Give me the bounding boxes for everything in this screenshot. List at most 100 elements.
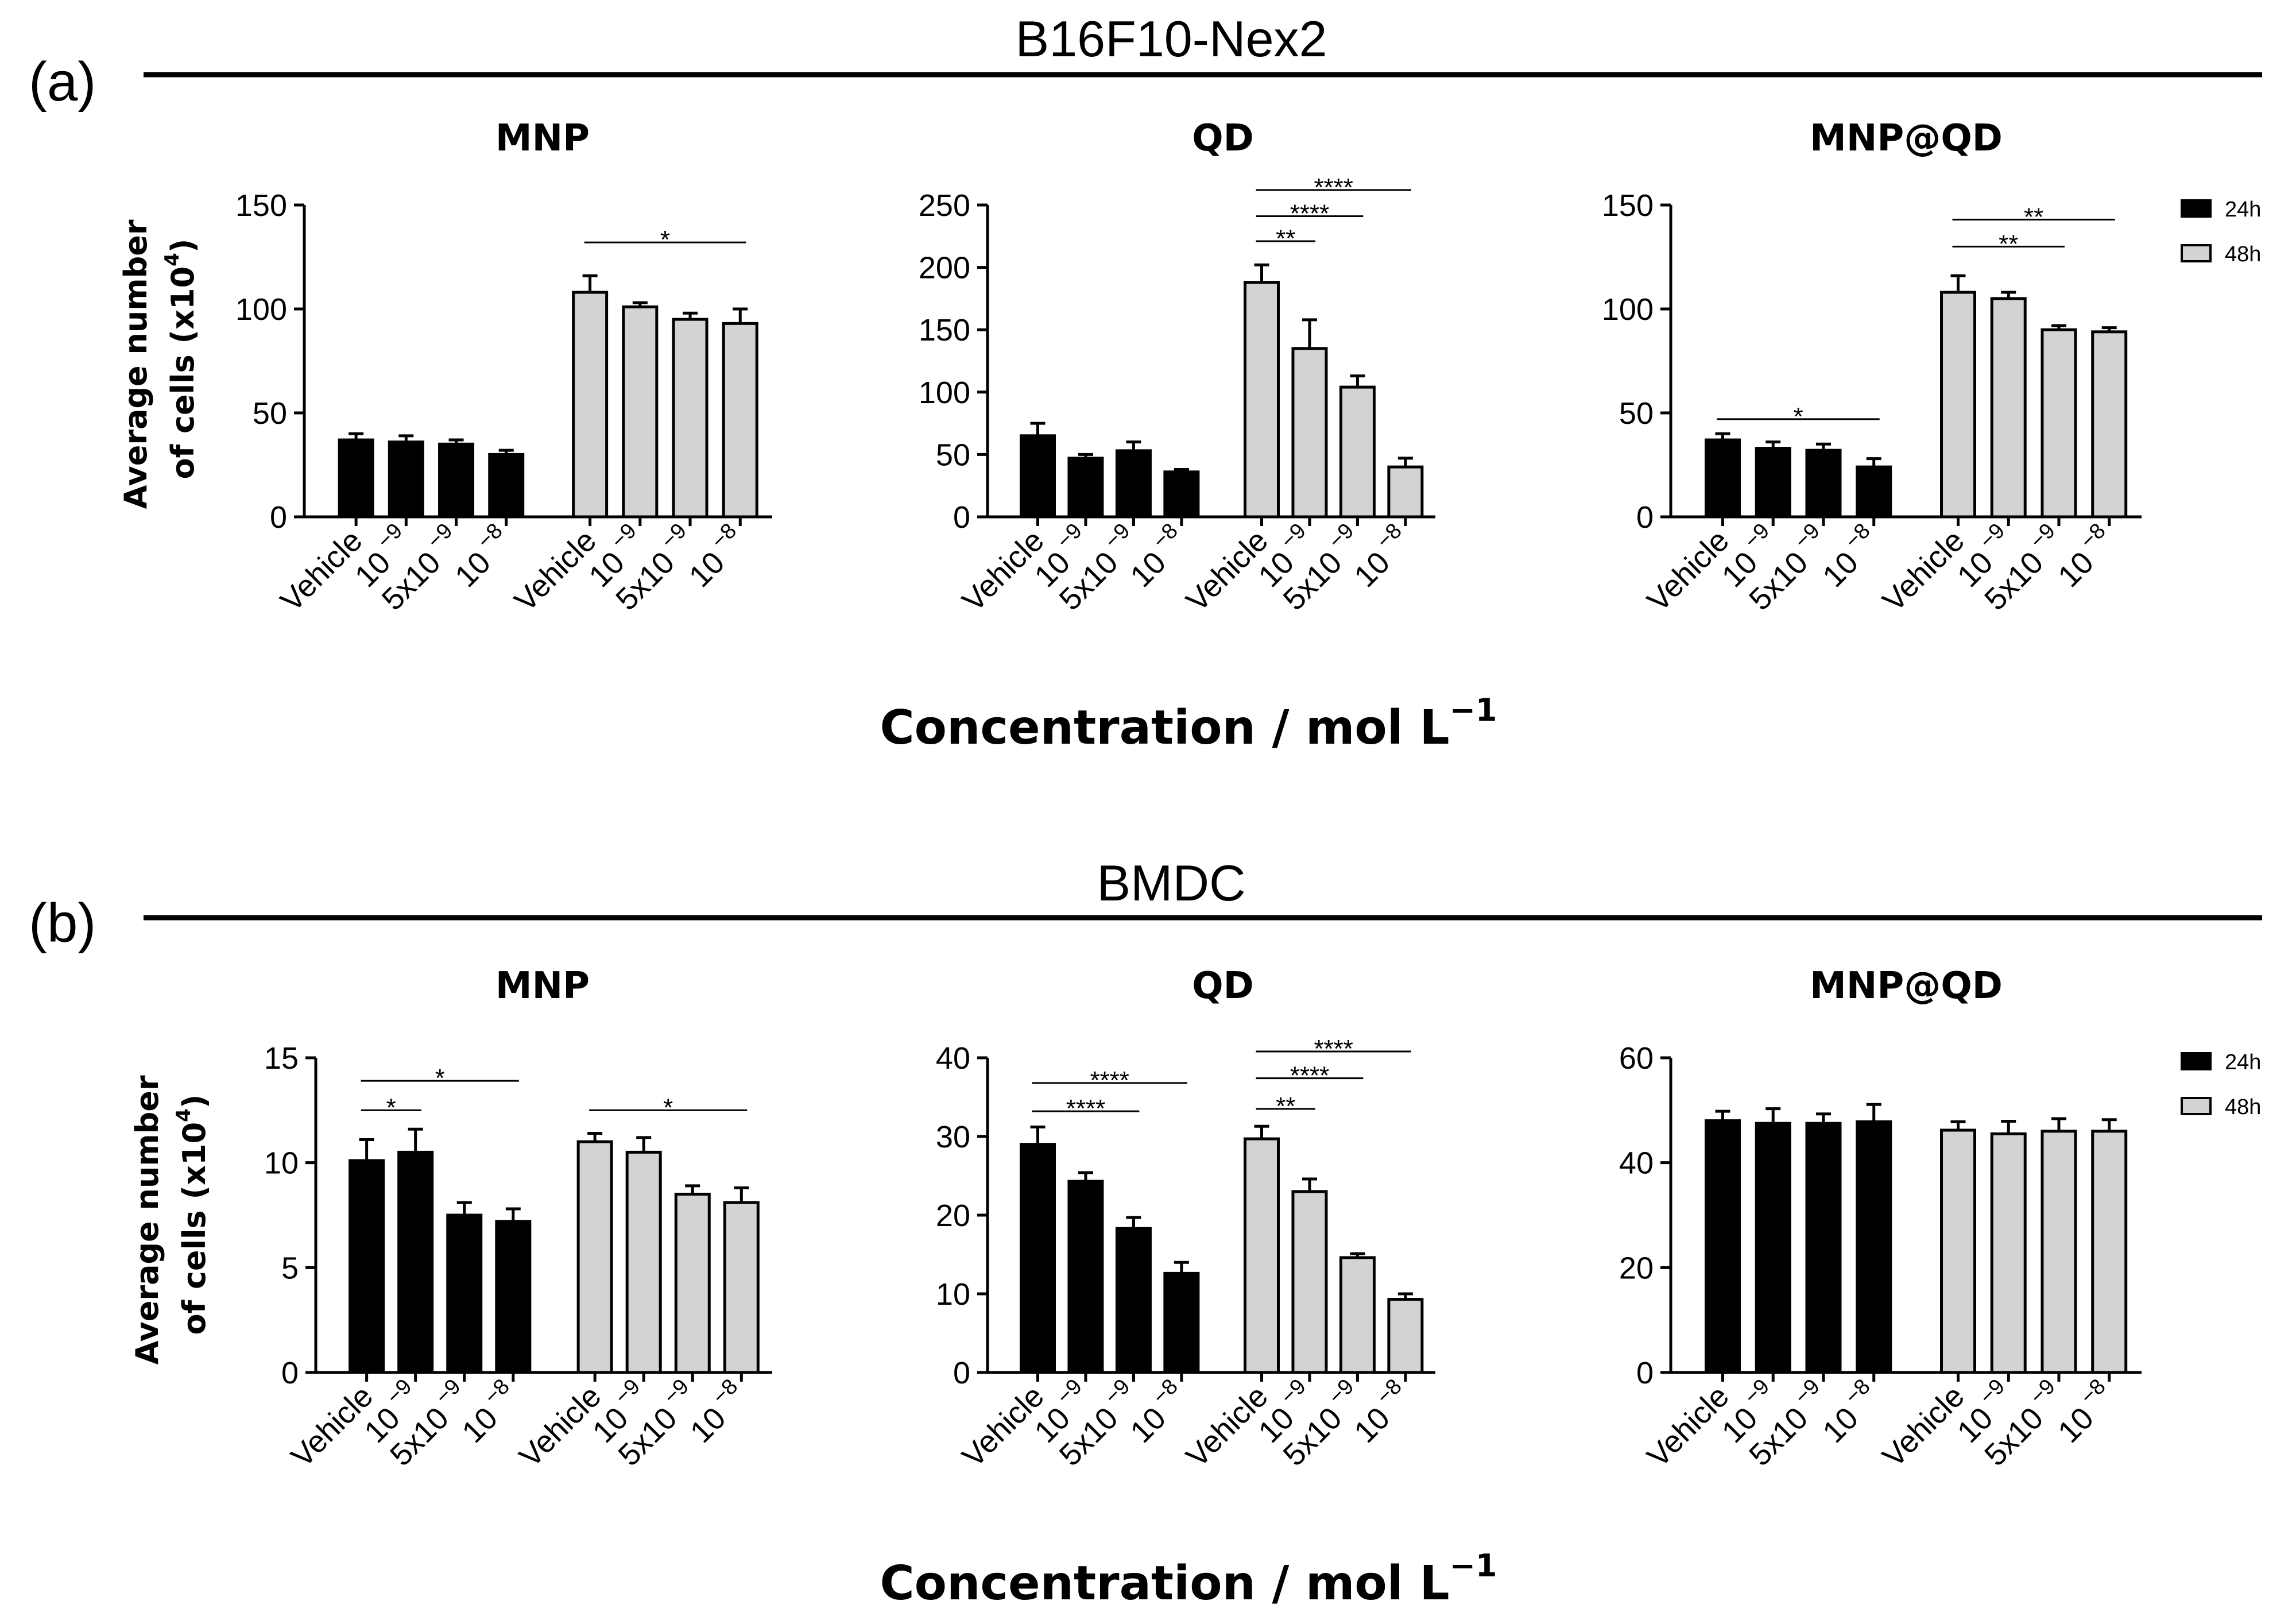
significance-label: * [435, 1064, 445, 1092]
section-a-ylabel-close: ) [165, 238, 201, 253]
bar-24h-1 [1067, 457, 1104, 519]
bar-24h-1 [388, 440, 424, 519]
section-b-ylabel-line2: of cells (x10 [176, 1122, 212, 1335]
y-tick-label: 100 [919, 376, 970, 410]
category-label: 10 −8 [451, 1374, 526, 1449]
y-tick-label: 150 [235, 188, 287, 223]
y-tick-label: 200 [919, 251, 970, 285]
section-b-xlabel: Concentration / mol L−1 [880, 1548, 1497, 1611]
section-a-ylabel: Average number of cells (x104) [118, 209, 201, 509]
bar-48h-1 [625, 1150, 662, 1374]
legend-swatch-24h [2181, 1052, 2212, 1070]
bar-48h-0 [1244, 1137, 1280, 1374]
bar-48h-0 [576, 1140, 613, 1374]
y-tick-label: 15 [264, 1041, 299, 1076]
bar-48h-1 [1990, 1132, 2027, 1374]
bar-24h-2 [438, 442, 475, 519]
bar-24h-1 [397, 1150, 434, 1374]
section-a-ylabel-line1: Average number [118, 219, 154, 509]
bar-48h-0 [1940, 1128, 1976, 1374]
chart-title: QD [1192, 117, 1254, 160]
section-a-title: B16F10-Nex2 [1016, 10, 1327, 67]
bar-48h-2 [2041, 1130, 2077, 1374]
significance-label: **** [1090, 1066, 1129, 1095]
bar-48h-3 [722, 322, 758, 519]
y-tick-label: 100 [1602, 292, 1654, 327]
y-tick-label: 0 [953, 500, 970, 535]
chart-title: QD [1192, 965, 1254, 1007]
category-label: 10 −8 [1120, 519, 1195, 594]
significance-label: **** [1290, 1062, 1330, 1090]
category-label: 10 −8 [678, 519, 753, 594]
y-tick-label: 5 [281, 1251, 299, 1285]
bar-48h-3 [1387, 1298, 1424, 1374]
bar-48h-3 [1387, 465, 1424, 519]
legend-swatch-48h [2181, 244, 2212, 262]
y-tick-label: 150 [1602, 188, 1654, 223]
bar-24h-3 [1163, 470, 1200, 519]
bar-48h-2 [1339, 1256, 1376, 1374]
category-label: 10 −8 [1811, 519, 1887, 594]
significance-label: ** [1999, 230, 2018, 258]
bar-48h-0 [1244, 281, 1280, 519]
bar-24h-2 [1115, 1227, 1152, 1374]
bar-24h-2 [1115, 449, 1152, 519]
y-tick-label: 50 [936, 438, 970, 472]
y-tick-label: 0 [1636, 500, 1654, 535]
section-b-title: BMDC [1097, 855, 1245, 911]
significance-label: ** [1276, 225, 1295, 253]
legend-label-48h: 48h [2225, 1095, 2261, 1119]
section-a-letter: (a) [29, 51, 96, 113]
bar-48h-2 [2041, 328, 2077, 519]
bar-24h-3 [1856, 465, 1892, 519]
section-b-ylabel-sup: 4 [172, 1108, 195, 1122]
section-b-xlabel-text: Concentration / mol L [880, 1556, 1449, 1611]
significance-label: **** [1066, 1095, 1106, 1123]
bar-24h-1 [1755, 447, 1791, 519]
significance-label: ** [1276, 1092, 1295, 1120]
significance-label: **** [1290, 200, 1330, 228]
category-label: 10 −8 [1811, 1374, 1887, 1449]
section-b-ylabel-line1: Average number [129, 1075, 165, 1364]
bar-48h-3 [2091, 330, 2128, 519]
bar-48h-1 [1291, 347, 1328, 519]
bar-48h-0 [1940, 291, 1976, 519]
bar-24h-0 [1705, 438, 1741, 519]
bar-24h-2 [1805, 449, 1842, 519]
y-tick-label: 10 [936, 1277, 970, 1312]
legend-swatch-24h [2181, 199, 2212, 218]
y-tick-label: 250 [919, 188, 970, 223]
category-label: 10 −8 [1343, 519, 1419, 594]
bar-48h-0 [572, 291, 609, 519]
bar-24h-1 [1755, 1122, 1791, 1374]
y-tick-label: 30 [936, 1120, 970, 1154]
section-b-xlabel-sup: −1 [1450, 1548, 1497, 1584]
legend-label-24h: 24h [2225, 1050, 2261, 1074]
y-tick-label: 150 [919, 313, 970, 347]
bar-48h-3 [723, 1201, 760, 1374]
bar-24h-0 [1020, 1143, 1056, 1374]
chart-title: MNP [495, 965, 590, 1007]
bar-24h-0 [338, 438, 374, 519]
section-a-xlabel-text: Concentration / mol L [880, 701, 1449, 755]
section-b-letter: (b) [29, 892, 96, 954]
bar-24h-3 [488, 453, 525, 519]
legend-swatch-48h [2181, 1097, 2212, 1115]
bar-24h-0 [1020, 434, 1056, 519]
bar-24h-3 [1856, 1120, 1892, 1374]
y-tick-label: 0 [1636, 1356, 1654, 1390]
y-tick-label: 10 [264, 1146, 299, 1181]
category-label: 10 −8 [679, 1374, 754, 1449]
bar-48h-3 [2091, 1130, 2128, 1374]
chart-title: MNP@QD [1810, 965, 2003, 1007]
y-tick-label: 40 [936, 1041, 970, 1076]
legend-label-48h: 48h [2225, 242, 2261, 266]
bar-48h-1 [1291, 1190, 1328, 1374]
bar-24h-2 [1805, 1122, 1842, 1374]
y-tick-label: 50 [1619, 396, 1654, 431]
